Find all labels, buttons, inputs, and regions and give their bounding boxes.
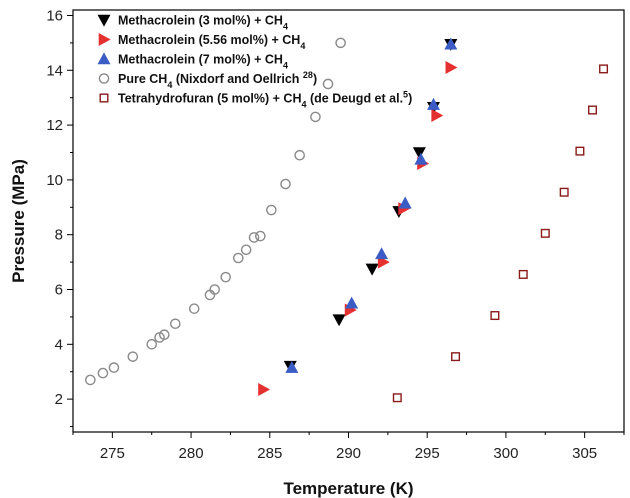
data-point: [280, 178, 291, 190]
data-point: [285, 360, 299, 373]
data-point: [445, 61, 458, 75]
data-point: [188, 303, 200, 314]
data-point: [266, 204, 277, 216]
x-tick-label: 295: [415, 445, 440, 462]
data-point: [170, 318, 181, 330]
x-tick-label: 305: [572, 445, 597, 462]
data-point: [127, 351, 139, 362]
y-tick-label: 8: [55, 227, 63, 244]
y-tick-label: 4: [55, 336, 63, 353]
data-point: [232, 252, 244, 264]
x-tick-label: 285: [257, 445, 282, 462]
axis-ticks: 275 280 285 290 295 300 305 2 4 6 8 10 12 14 16: [46, 7, 625, 462]
data-point: [97, 367, 109, 379]
data-point: [599, 64, 609, 74]
data-point: [588, 105, 598, 115]
legend-entry: Methacrolein (5.56 mol%) + CH4: [98, 32, 305, 51]
legend-entry: Methacrolein (3 mol%) + CH4: [97, 14, 288, 32]
y-tick-label: 10: [46, 172, 63, 189]
data-point: [220, 271, 232, 283]
data-point: [431, 108, 444, 123]
legend: Methacrolein (3 mol%) + CH4Methacrolein …: [97, 14, 412, 110]
data-point: [332, 314, 346, 327]
legend-label: Pure CH4 (Nixdorf and Oellrich 28): [118, 70, 317, 90]
y-tick-label: 16: [46, 7, 63, 24]
legend-entry: Pure CH4 (Nixdorf and Oellrich 28): [98, 70, 317, 90]
data-point: [322, 78, 334, 90]
data-point: [335, 37, 346, 49]
legend-label: Methacrolein (5.56 mol%) + CH4: [118, 33, 305, 51]
series-2-points: [258, 61, 458, 397]
data-point: [375, 247, 389, 260]
series-3-points: [285, 37, 458, 373]
x-axis-title: Temperature (K): [283, 479, 413, 498]
data-point: [240, 244, 252, 256]
series-5-points: [392, 64, 609, 403]
data-point: [540, 228, 550, 238]
x-tick-label: 280: [179, 445, 204, 462]
legend-marker: [98, 32, 111, 47]
y-tick-label: 6: [55, 282, 63, 299]
y-axis-title: Pressure (MPa): [9, 159, 28, 283]
data-point: [398, 196, 412, 209]
data-point: [85, 374, 96, 386]
y-tick-label: 12: [46, 117, 63, 134]
x-tick-label: 275: [100, 445, 125, 462]
data-point: [248, 232, 260, 243]
data-point: [427, 97, 441, 110]
legend-marker: [97, 52, 111, 65]
legend-label: Methacrolein (3 mol%) + CH4: [118, 14, 288, 32]
data-point: [255, 230, 266, 242]
data-point: [444, 37, 458, 50]
legend-label: Methacrolein (7 mol%) + CH4: [118, 53, 288, 71]
series-1-points: [283, 38, 458, 373]
data-point: [518, 269, 528, 279]
data-point: [392, 393, 402, 403]
legend-entry: Tetrahydrofuran (5 mol%) + CH4 (de Deugd…: [99, 90, 412, 110]
data-point: [108, 362, 120, 373]
data-point: [412, 147, 426, 160]
legend-marker: [97, 14, 111, 27]
data-point: [575, 146, 585, 156]
data-point: [146, 339, 158, 350]
data-points: [85, 37, 609, 403]
data-point: [559, 187, 569, 197]
legend-marker: [99, 93, 109, 103]
x-tick-label: 290: [336, 445, 361, 462]
data-point: [345, 296, 359, 309]
legend-marker: [98, 73, 110, 84]
data-point: [294, 149, 305, 161]
data-point: [451, 352, 461, 362]
data-point: [414, 152, 428, 165]
data-point: [490, 311, 500, 321]
data-point: [209, 284, 220, 295]
series-4-points: [85, 37, 346, 386]
data-point: [159, 329, 170, 341]
y-tick-label: 14: [46, 62, 63, 79]
data-point: [258, 383, 271, 397]
legend-label: Tetrahydrofuran (5 mol%) + CH4 (de Deugd…: [118, 90, 412, 110]
data-point: [365, 263, 379, 276]
x-tick-label: 300: [493, 445, 518, 462]
legend-entry: Methacrolein (7 mol%) + CH4: [97, 52, 288, 71]
y-tick-label: 2: [55, 391, 63, 408]
data-point: [310, 111, 321, 123]
